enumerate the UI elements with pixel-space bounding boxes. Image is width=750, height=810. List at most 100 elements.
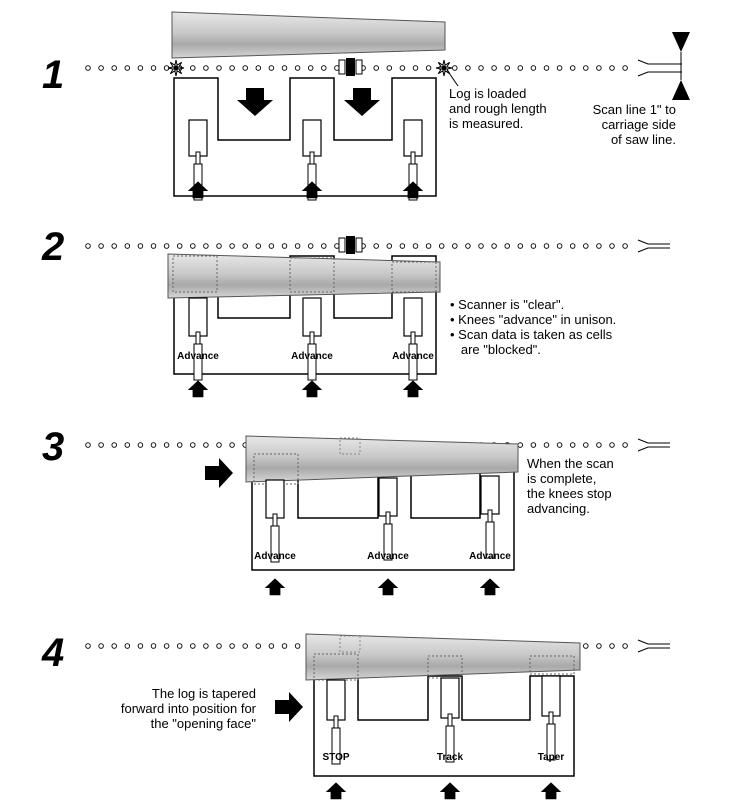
scan-dot xyxy=(425,243,432,249)
scan-dot xyxy=(216,243,222,249)
arrow-up-icon xyxy=(402,181,424,199)
knee-rod xyxy=(548,711,554,725)
scan-dot xyxy=(622,442,628,448)
arrow-shape xyxy=(301,380,323,398)
step-number-3: 3 xyxy=(42,425,64,469)
scan-dot xyxy=(530,442,537,448)
scan-dot xyxy=(321,243,327,249)
log xyxy=(245,435,519,483)
scan-dot xyxy=(491,65,497,71)
scan-dot xyxy=(452,243,458,249)
scan-dot xyxy=(569,243,576,249)
scan-dot xyxy=(504,65,510,71)
scan-dot xyxy=(216,643,222,649)
scan-dot xyxy=(609,643,615,649)
scan-dot xyxy=(281,243,288,249)
scan-dot xyxy=(596,442,602,448)
saw-line-marker xyxy=(637,239,670,253)
scan-dot xyxy=(150,243,157,249)
scan-dot xyxy=(596,243,602,249)
scan-dot xyxy=(438,243,445,249)
step-4-note: The log is tapered forward into position… xyxy=(120,686,256,731)
knee xyxy=(403,297,423,381)
scan-dot xyxy=(85,643,91,649)
scan-dot xyxy=(465,243,471,249)
step-number-4: 4 xyxy=(41,631,64,675)
scan-dot xyxy=(294,65,301,71)
scan-dot xyxy=(150,65,157,71)
knee-label: Advance xyxy=(291,351,333,362)
scan-dot xyxy=(229,442,235,448)
knee-base xyxy=(270,525,280,563)
arrow-shape xyxy=(402,380,424,398)
scan-dot xyxy=(111,643,117,649)
knee-block xyxy=(403,297,423,337)
scan-dot xyxy=(85,442,91,448)
scan-dot xyxy=(124,442,131,448)
arrow-up-icon xyxy=(402,380,424,398)
scan-cell-block xyxy=(172,255,218,293)
scan-dot xyxy=(268,243,275,249)
scan-dot xyxy=(98,442,104,448)
scan-dot xyxy=(596,65,602,71)
scan-dot xyxy=(517,243,524,249)
scan-dot xyxy=(124,243,131,249)
knee-rod xyxy=(447,713,453,727)
scan-dot xyxy=(425,65,432,71)
scan-dot xyxy=(176,442,183,448)
arrow-shape xyxy=(187,380,209,398)
scan-dot xyxy=(281,643,288,649)
scan-dot xyxy=(569,442,576,448)
log xyxy=(167,253,441,299)
arrow-shape xyxy=(264,578,286,596)
scan-dot xyxy=(124,65,131,71)
arrow-shape xyxy=(237,88,273,116)
carriage-frame xyxy=(173,77,437,197)
knee xyxy=(541,675,561,761)
knee-base xyxy=(193,343,203,381)
arrow-shape xyxy=(325,782,347,800)
step-number-1: 1 xyxy=(42,53,64,97)
knee-rod xyxy=(385,511,391,525)
scan-dot xyxy=(242,65,248,71)
scan-dot xyxy=(137,442,144,448)
scan-dot xyxy=(268,643,275,649)
arrow-up-icon xyxy=(377,578,399,596)
scan-dot xyxy=(229,65,235,71)
knee-block xyxy=(403,119,423,157)
scan-dot xyxy=(373,243,379,249)
scan-dot xyxy=(255,643,262,649)
arrow-up-icon xyxy=(479,578,501,596)
knee xyxy=(440,677,460,763)
scan-dot xyxy=(504,243,510,249)
saw-line-marker xyxy=(637,438,670,452)
starburst-core xyxy=(441,65,447,71)
arrow-shape xyxy=(439,782,461,800)
scanner-icon xyxy=(338,236,363,254)
scan-dot xyxy=(556,243,563,249)
knee-rod xyxy=(272,513,278,527)
scan-dot xyxy=(163,643,170,649)
knee-block xyxy=(480,475,500,515)
scan-dot xyxy=(556,65,563,71)
scan-dot xyxy=(294,643,301,649)
scan-dot xyxy=(583,243,589,249)
scan-dot xyxy=(268,65,275,71)
scan-dot xyxy=(583,65,589,71)
scan-dot xyxy=(543,65,550,71)
knee-base xyxy=(546,723,556,761)
arrow-shape xyxy=(377,578,399,596)
scan-dot xyxy=(111,65,117,71)
scan-dot xyxy=(307,65,314,71)
scanner-ghost xyxy=(339,635,361,653)
step-3-note: When the scan is complete, the knees sto… xyxy=(527,456,614,516)
bullet-item: • Knees "advance" in unison. xyxy=(450,312,617,327)
log xyxy=(305,633,581,681)
step-1-note: Log is loaded and rough length is measur… xyxy=(449,86,547,131)
knee xyxy=(326,679,346,765)
scan-dot xyxy=(176,243,183,249)
scan-dot xyxy=(124,643,131,649)
scan-dot xyxy=(111,442,117,448)
knee xyxy=(480,475,500,559)
scan-dot xyxy=(150,442,157,448)
